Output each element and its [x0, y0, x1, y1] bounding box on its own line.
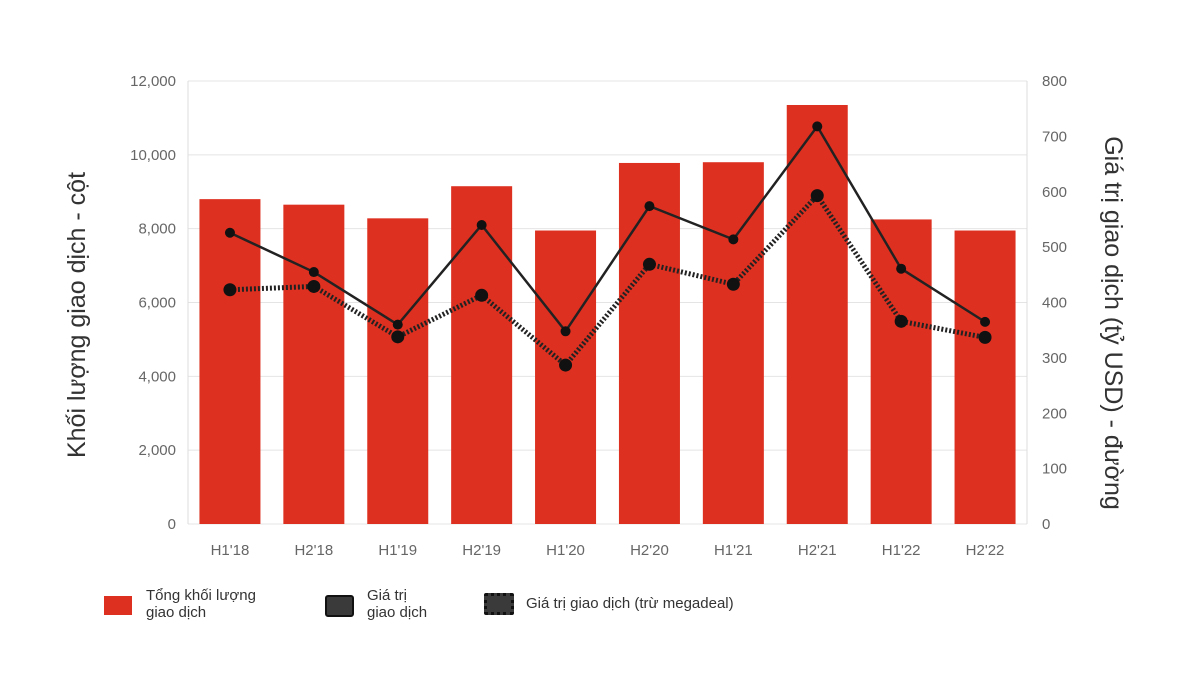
y-tick-label-right: 400: [1042, 295, 1067, 312]
bar: [786, 104, 848, 524]
bar: [954, 230, 1016, 524]
point-value: [728, 234, 739, 245]
axes: 0 2,000 4,000 6,000 8,000 10,000 12,000 0 100 200…: [130, 73, 1067, 559]
line-series: [223, 121, 992, 372]
point-value: [476, 219, 487, 230]
point-ex-megadeal: [810, 189, 824, 203]
y-axis-title-left: Khối lượng giao dịch - cột: [63, 172, 91, 458]
x-tick-label: H2'22: [966, 542, 1005, 559]
y-tick-label-right: 800: [1042, 73, 1067, 90]
point-value: [308, 267, 319, 278]
x-tick-label: H1'19: [378, 542, 417, 559]
bar: [199, 199, 261, 524]
point-value: [644, 201, 655, 212]
x-tick-label: H2'19: [462, 542, 501, 559]
x-tick-label: H2'18: [294, 542, 333, 559]
bar: [283, 204, 345, 524]
x-tick-label: H1'22: [882, 542, 921, 559]
point-ex-megadeal: [642, 257, 656, 271]
bar: [451, 186, 513, 524]
y-tick-label-right: 300: [1042, 350, 1067, 367]
point-value: [392, 319, 403, 330]
point-value: [980, 316, 991, 327]
y-tick-label-left: 10,000: [130, 147, 176, 164]
y-tick-label-right: 600: [1042, 184, 1067, 201]
y-tick-label-left: 2,000: [138, 442, 176, 459]
y-tick-label-left: 0: [168, 516, 176, 533]
y-tick-label-right: 0: [1042, 516, 1050, 533]
point-ex-megadeal: [391, 330, 405, 344]
point-value: [812, 121, 823, 132]
x-tick-label: H1'20: [546, 542, 585, 559]
y-axis-title-right: Giá trị giao dịch (tỷ USD) - đường: [1099, 136, 1127, 510]
line-ex-megadeal: [229, 191, 986, 369]
x-tick-label: H1'21: [714, 542, 753, 559]
x-tick-label: H2'21: [798, 542, 837, 559]
y-tick-label-left: 4,000: [138, 368, 176, 385]
point-value: [560, 326, 571, 337]
bar: [702, 162, 764, 524]
bar: [367, 218, 429, 524]
line-value: [229, 124, 986, 334]
bar-series: [199, 104, 1016, 524]
point-ex-megadeal: [307, 279, 321, 293]
point-ex-megadeal: [978, 330, 992, 344]
x-tick-label: H2'20: [630, 542, 669, 559]
point-value: [896, 263, 907, 274]
x-tick-label: H1'18: [211, 542, 250, 559]
y-tick-label-left: 8,000: [138, 221, 176, 238]
point-ex-megadeal: [559, 358, 573, 372]
y-tick-label-right: 700: [1042, 128, 1067, 145]
y-tick-label-right: 200: [1042, 405, 1067, 422]
point-ex-megadeal: [726, 277, 740, 291]
bar: [535, 230, 597, 524]
y-tick-label-right: 500: [1042, 239, 1067, 256]
point-ex-megadeal: [223, 283, 237, 297]
y-tick-label-right: 100: [1042, 461, 1067, 478]
point-ex-megadeal: [894, 314, 908, 328]
y-tick-label-left: 12,000: [130, 73, 176, 90]
point-ex-megadeal: [475, 288, 489, 302]
y-tick-label-left: 6,000: [138, 295, 176, 312]
point-value: [224, 227, 235, 238]
bar: [618, 162, 680, 524]
